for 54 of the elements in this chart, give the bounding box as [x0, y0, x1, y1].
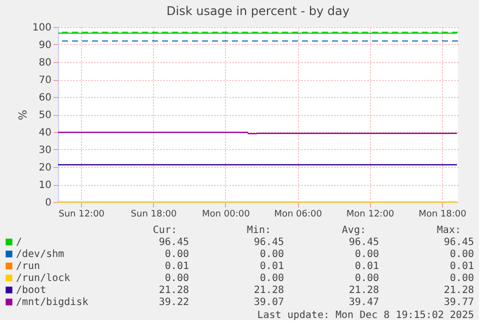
y-axis-title: %: [16, 110, 30, 120]
y-tick-label: 40: [38, 128, 52, 138]
text: 96.45: [254, 237, 284, 248]
text: 39.22: [158, 297, 189, 308]
text: 0.01: [260, 261, 284, 272]
text: 96.45: [444, 237, 474, 248]
text: 21.28: [158, 285, 189, 296]
x-tick-label: Mon 00:00: [202, 210, 250, 220]
y-tick-label: 100: [32, 22, 52, 34]
y-tick-label: 80: [38, 58, 52, 68]
text: 0.01: [450, 261, 474, 272]
legend-label: /boot: [16, 285, 46, 296]
text: 96.45: [158, 237, 189, 248]
legend-label: /run: [16, 261, 40, 272]
legend-label: /dev/shm: [16, 249, 64, 260]
x-tick-label: Mon 06:00: [274, 210, 322, 220]
text: Max:: [436, 225, 461, 236]
text: Min:: [246, 225, 271, 236]
y-tick-label: 50: [38, 110, 52, 121]
text: 21.28: [348, 285, 379, 296]
text: 39.07: [254, 297, 284, 308]
text: 21.28: [254, 285, 284, 296]
y-tick-label: 20: [38, 162, 52, 174]
x-tick-label: Sun 12:00: [58, 210, 105, 220]
chart-title: Disk usage in percent - by day: [166, 4, 350, 18]
x-tick-label: Mon 12:00: [346, 210, 394, 220]
legend-label: /mnt/bigdisk: [16, 297, 88, 308]
x-tick-label: Mon 18:00: [418, 210, 467, 220]
text: 0.00: [450, 273, 474, 284]
y-tick-label: 10: [38, 180, 52, 191]
text: 39.77: [444, 297, 474, 308]
y-tick-label: 90: [38, 40, 52, 51]
text: 0.00: [260, 273, 284, 284]
x-tick-label: Sun 18:00: [130, 210, 177, 220]
legend-label: /: [16, 237, 22, 248]
text: 0.00: [450, 249, 474, 260]
legend-label: /run/lock: [16, 273, 70, 284]
text: Cur:: [152, 225, 177, 236]
text: 0.00: [354, 273, 379, 284]
text: 0.00: [164, 249, 189, 260]
text: Avg:: [342, 225, 366, 236]
y-tick-label: 30: [38, 145, 52, 156]
text: Last update: Mon Dec 8 19:15:02 2025: [257, 310, 474, 321]
text: 21.28: [444, 285, 474, 296]
text: 0.01: [354, 261, 379, 272]
y-tick-label: 0: [45, 198, 52, 208]
y-tick-label: 70: [38, 75, 52, 86]
text: 0.01: [164, 261, 189, 272]
text: 39.47: [348, 297, 379, 308]
text: 0.00: [354, 249, 379, 260]
text: 0.00: [164, 273, 189, 284]
text: 96.45: [348, 237, 379, 248]
y-tick-label: 60: [38, 92, 52, 104]
text: 0.00: [260, 249, 284, 260]
